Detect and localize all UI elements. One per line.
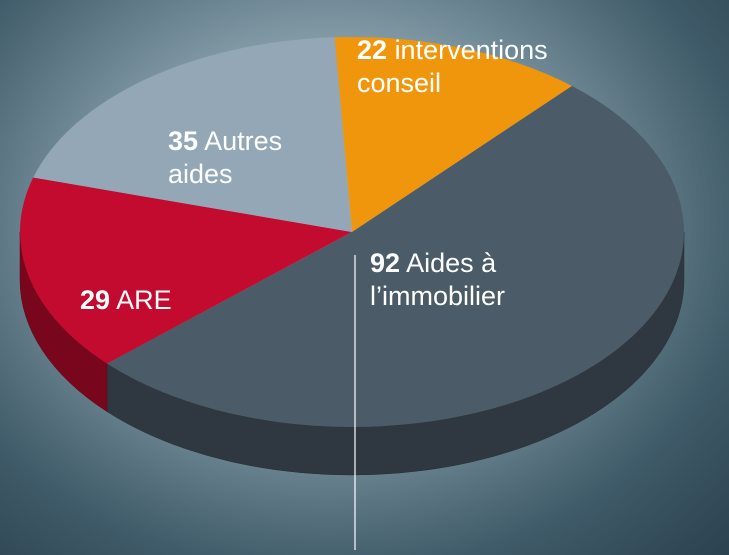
category-label: ARE (116, 285, 172, 315)
value-label: 92 (370, 248, 400, 278)
slice-label: 92 Aides à l’immobilier (370, 247, 570, 313)
chart: 22 interventions conseil 92 Aides à l’im… (0, 0, 729, 555)
slice-label: 35 Autres aides (168, 125, 318, 191)
value-label: 35 (168, 126, 198, 156)
value-label: 22 (357, 35, 387, 65)
slice-label: 29 ARE (80, 284, 280, 317)
slice-label: 22 interventions conseil (357, 34, 597, 100)
value-label: 29 (80, 285, 110, 315)
